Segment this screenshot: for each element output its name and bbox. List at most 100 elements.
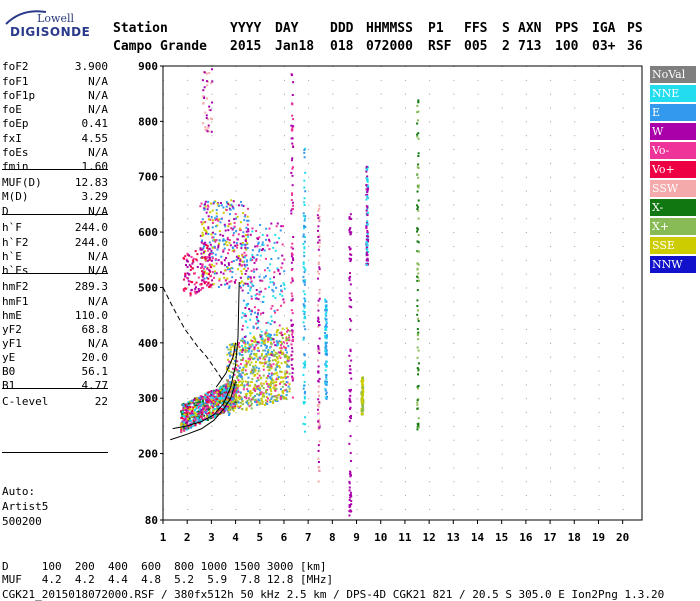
grid-dot (501, 190, 503, 192)
grid-dot (380, 425, 382, 427)
echo-point (271, 395, 274, 398)
echo-point (285, 383, 288, 386)
echo-point (252, 398, 255, 401)
echo-point (232, 259, 235, 262)
echo-point (227, 393, 230, 396)
echo-point (267, 369, 270, 372)
param-name: fxI (2, 132, 22, 145)
grid-dot (550, 176, 552, 178)
grid-dot (259, 453, 261, 455)
echo-point (366, 193, 369, 196)
grid-dot (477, 370, 479, 372)
echo-point (228, 374, 231, 377)
echo-point (290, 128, 293, 131)
echo-point (348, 305, 351, 308)
legend-item: NoVal (650, 66, 696, 83)
echo-point (348, 371, 351, 374)
grid-dot (550, 370, 552, 372)
echo-point (243, 243, 246, 246)
echo-point (213, 414, 216, 417)
echo-point (416, 133, 419, 136)
echo-point (241, 289, 244, 292)
echo-point (185, 411, 188, 414)
echo-point (269, 277, 272, 280)
echo-point (366, 175, 369, 178)
grid-dot (453, 287, 455, 289)
echo-point (261, 233, 264, 236)
echo-point (266, 340, 269, 343)
echo-point (225, 205, 228, 208)
echo-point (317, 420, 320, 423)
grid-dot (574, 481, 576, 483)
grid-dot (211, 453, 213, 455)
distance-row: D 100 200 400 600 800 1000 1500 3000 [km… (2, 560, 327, 573)
echo-point (247, 228, 250, 231)
echo-point (230, 280, 233, 283)
echo-point (273, 355, 276, 358)
grid-dot (550, 259, 552, 261)
echo-point (181, 422, 184, 425)
echo-point (291, 167, 294, 170)
echo-point (360, 380, 363, 383)
grid-dot (453, 301, 455, 303)
echo-point (253, 353, 256, 356)
echo-point (199, 283, 202, 286)
echo-point (236, 377, 239, 380)
echo-point (365, 209, 368, 212)
echo-point (268, 269, 271, 272)
echo-point (365, 238, 368, 241)
legend-item: NNE (650, 85, 696, 102)
grid-dot (501, 439, 503, 441)
echo-point (204, 205, 207, 208)
echo-point (245, 230, 248, 233)
echo-point (232, 362, 235, 365)
echo-point (229, 350, 232, 353)
grid-dot (477, 481, 479, 483)
echo-point (235, 393, 238, 396)
echo-point (197, 276, 200, 279)
echo-point (187, 417, 190, 420)
param-name: h`E (2, 250, 22, 263)
echo-point (269, 281, 272, 284)
grid-dot (525, 384, 527, 386)
grid-dot (477, 467, 479, 469)
grid-dot (259, 204, 261, 206)
echo-point (365, 168, 368, 171)
grid-dot (598, 328, 600, 330)
echo-point (199, 418, 202, 421)
echo-point (270, 307, 273, 310)
grid-dot (525, 135, 527, 137)
grid-dot (501, 79, 503, 81)
grid-dot (404, 190, 406, 192)
echo-point (247, 403, 250, 406)
grid-dot (429, 328, 431, 330)
echo-point (232, 231, 235, 234)
echo-point (290, 358, 293, 361)
echo-point (303, 236, 306, 239)
echo-point (325, 307, 328, 310)
grid-dot (187, 301, 189, 303)
grid-dot (453, 356, 455, 358)
echo-point (208, 258, 211, 261)
echo-point (183, 415, 186, 418)
echo-point (276, 333, 279, 336)
echo-point (228, 360, 231, 363)
echo-point (304, 215, 307, 218)
legend-item: NNW (650, 256, 696, 273)
echo-point (325, 328, 328, 331)
echo-point (291, 102, 294, 105)
echo-point (228, 412, 231, 415)
param-name: foEs (2, 146, 29, 159)
echo-point (261, 279, 264, 282)
grid-dot (356, 453, 358, 455)
echo-point (302, 227, 305, 230)
echo-point (187, 412, 190, 415)
echo-point (246, 341, 249, 344)
x-tick-label: 19 (592, 531, 605, 544)
echo-point (186, 266, 189, 269)
echo-point (234, 407, 237, 410)
grid-dot (356, 107, 358, 109)
grid-dot (211, 245, 213, 247)
echo-point (271, 288, 274, 291)
